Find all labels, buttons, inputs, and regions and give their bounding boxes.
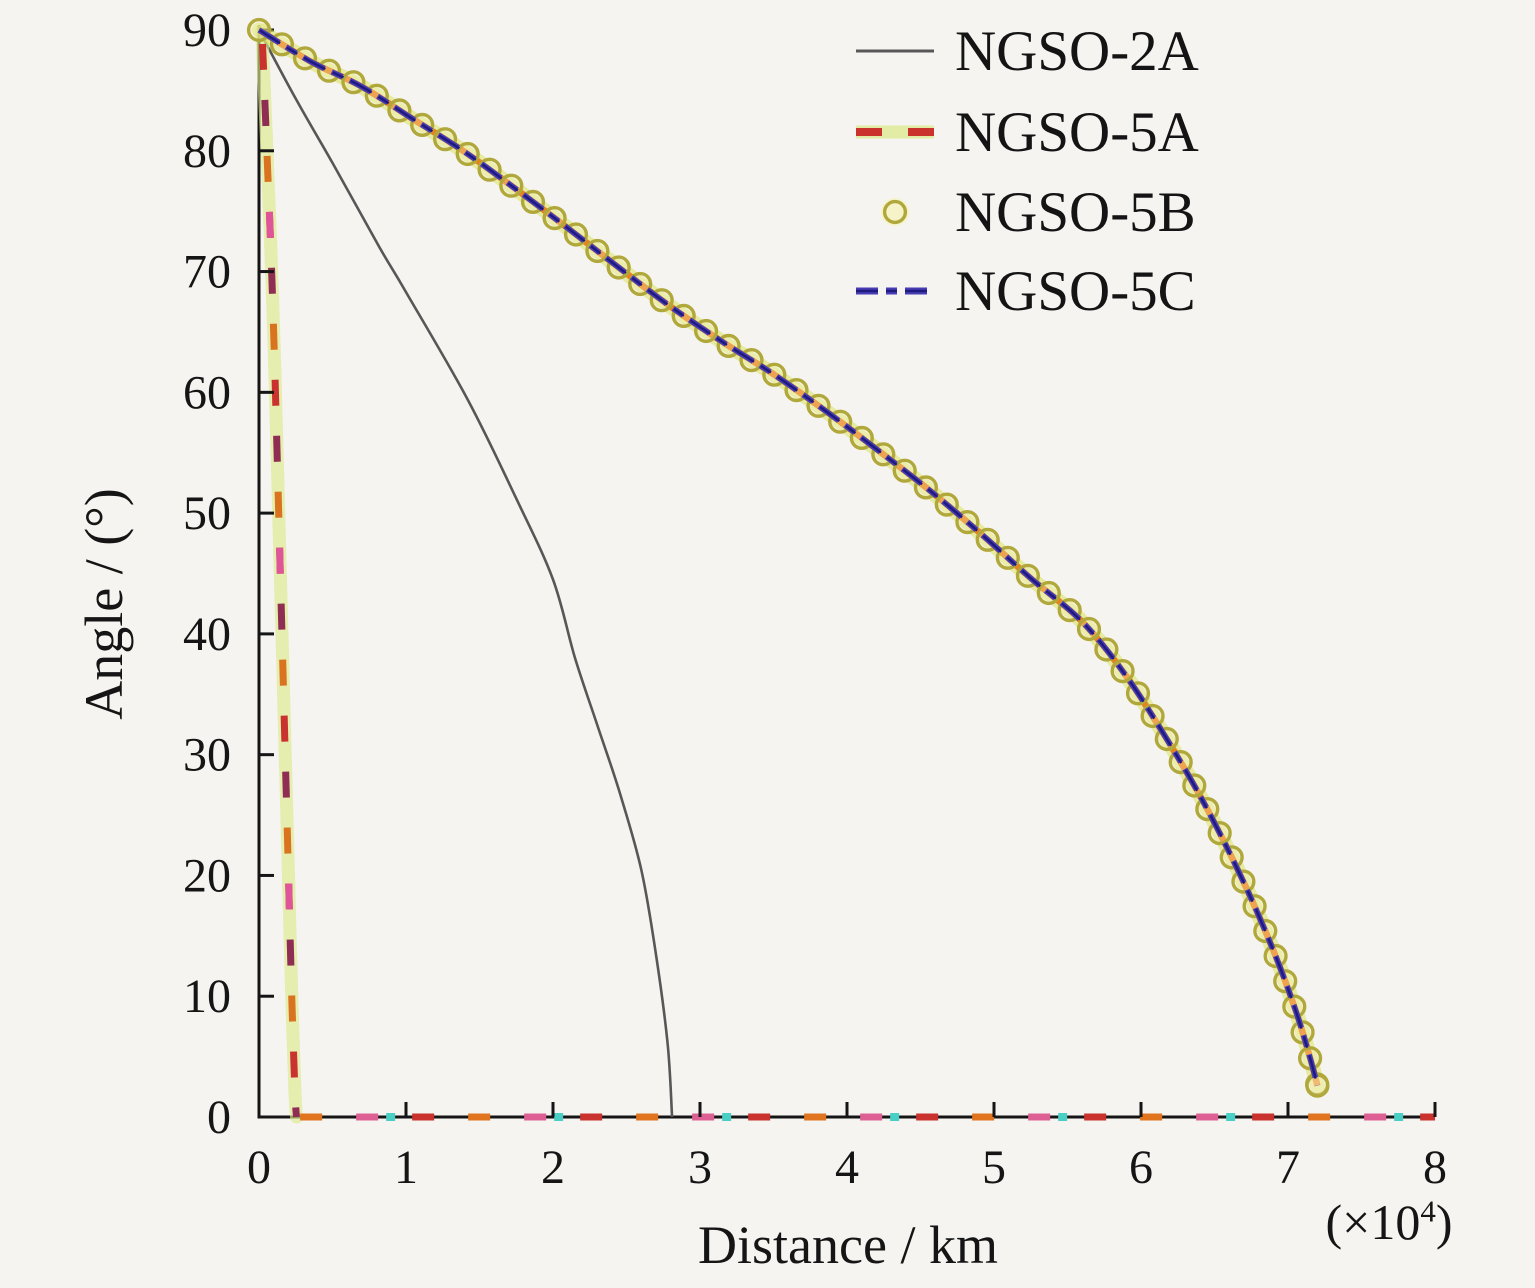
x-tick-label: 4: [835, 1141, 859, 1194]
axes-spines: [257, 25, 1435, 1119]
y-tick-label: 40: [183, 608, 231, 661]
series-ngso-5b-marker: [316, 58, 342, 83]
x-axis-unit-multiplier: (×104): [1325, 1193, 1452, 1251]
series-ngso-5b-marker: [1290, 1020, 1315, 1045]
legend-label-ngso-5a: NGSO-5A: [955, 101, 1199, 164]
legend-label-ngso-2a: NGSO-2A: [955, 20, 1199, 83]
series-ngso-5b-marker: [1273, 969, 1298, 994]
x-tick-label: 7: [1276, 1141, 1300, 1194]
y-axis-title: Angle / (°): [74, 488, 134, 720]
series-ngso-2a-line: [257, 29, 674, 1118]
y-tick-label: 20: [183, 849, 231, 902]
x-tick-label: 5: [982, 1141, 1006, 1194]
legend-sample-ngso-5b: [882, 199, 908, 225]
multiplier-prefix: (×10: [1325, 1194, 1421, 1250]
legend-label-ngso-5b: NGSO-5B: [955, 181, 1196, 244]
x-tick-label: 0: [247, 1141, 271, 1194]
x-tick-label: 3: [688, 1141, 712, 1194]
y-tick-label: 10: [183, 970, 231, 1023]
series-ngso-5b-marker: [1242, 894, 1267, 919]
series-ngso-5c-dashdot-core: [258, 28, 1319, 1086]
series-ngso-5a-dashes-2: [258, 29, 300, 1118]
y-tick-label: 70: [183, 246, 231, 299]
series-ngso-5b-marker: [1263, 943, 1288, 969]
x-tick-label: 6: [1129, 1141, 1153, 1194]
series-ngso-5b-marker: [1219, 845, 1244, 870]
series-ngso-5b-marker: [1195, 796, 1220, 822]
multiplier-suffix: ): [1435, 1194, 1453, 1250]
x-axis-title: Distance / km: [698, 1215, 998, 1275]
multiplier-exponent: 4: [1420, 1193, 1436, 1229]
series-ngso-5a-dashes-3: [258, 29, 300, 1118]
legend-label-ngso-5c: NGSO-5C: [955, 260, 1196, 323]
series-ngso-5a-dashes-1: [258, 29, 300, 1118]
y-tick-label: 0: [207, 1091, 231, 1144]
x-tick-label: 2: [541, 1141, 565, 1194]
y-tick-label: 60: [183, 366, 231, 419]
y-tick-label: 80: [183, 125, 231, 178]
y-tick-label: 30: [183, 729, 231, 782]
x-tick-label: 1: [394, 1141, 418, 1194]
y-tick-label: 50: [183, 487, 231, 540]
y-tick-label: 90: [183, 4, 231, 57]
x-tick-label: 8: [1423, 1141, 1447, 1194]
